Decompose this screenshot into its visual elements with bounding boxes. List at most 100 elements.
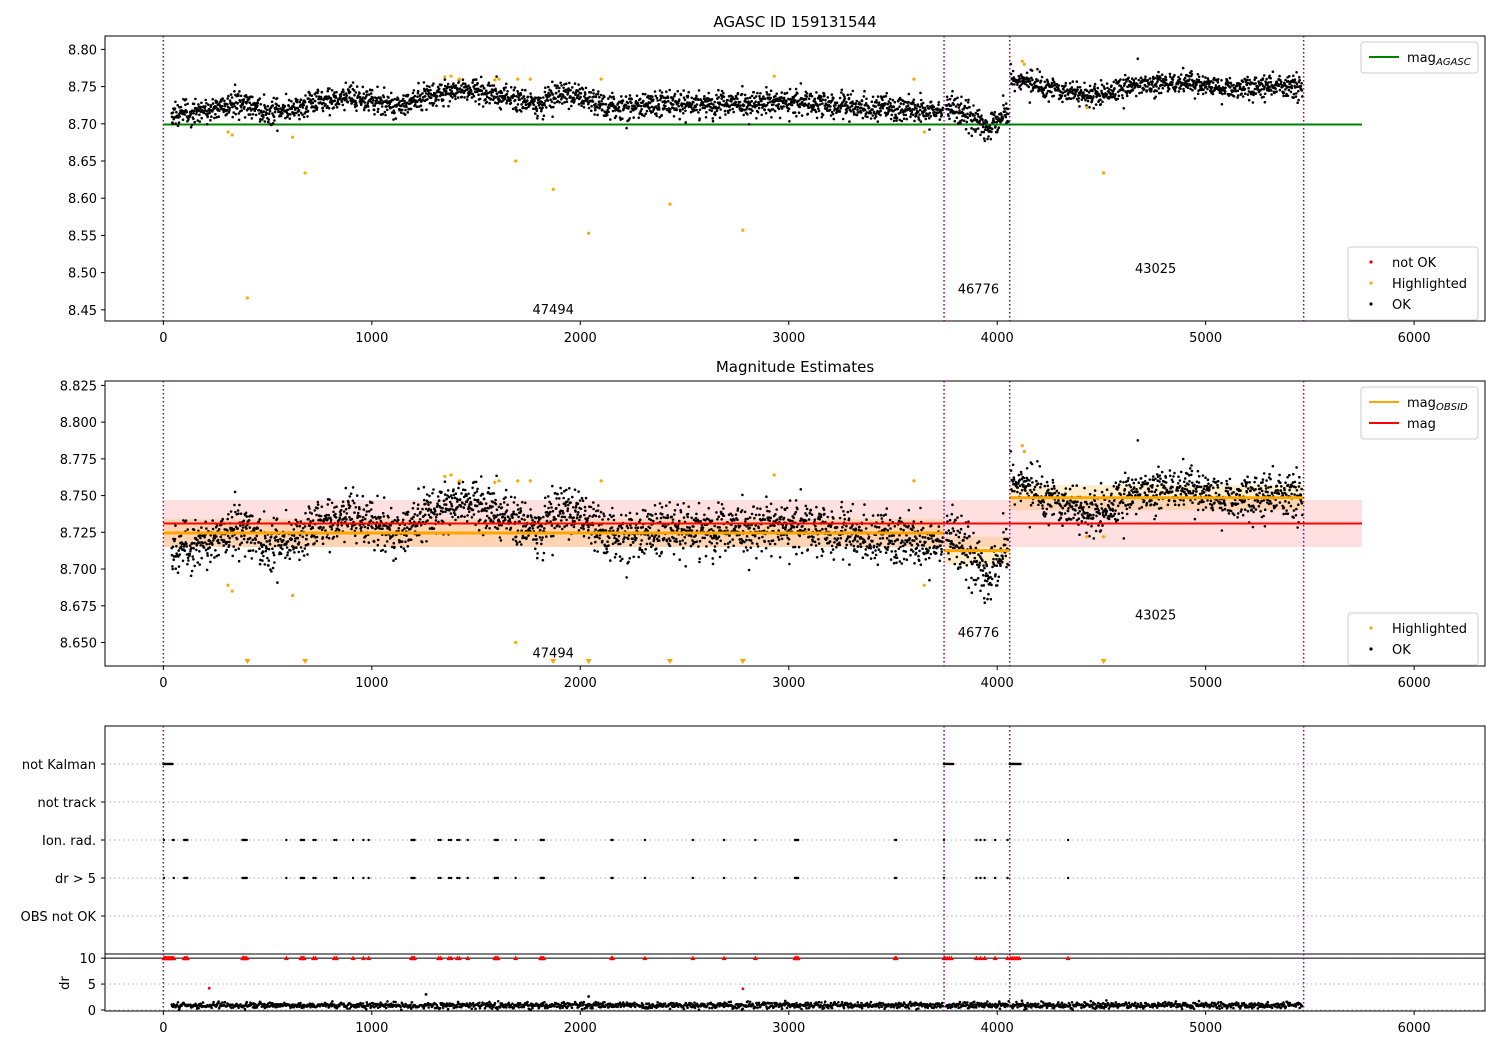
ok-point <box>421 507 424 511</box>
ok-point <box>234 112 237 116</box>
ok-point <box>474 78 478 81</box>
ok-point <box>353 93 356 97</box>
ok-point <box>351 499 355 503</box>
ok-point <box>1025 71 1029 75</box>
ok-point <box>754 100 757 103</box>
ok-point <box>433 93 437 96</box>
ok-point <box>536 556 539 560</box>
ok-point <box>1099 79 1103 82</box>
ok-point <box>488 527 491 530</box>
ok-point <box>411 91 415 95</box>
ok-point <box>453 513 457 516</box>
ok-point <box>517 515 520 519</box>
ok-point <box>272 96 276 100</box>
ok-point <box>308 91 311 95</box>
ok-point <box>1053 81 1056 85</box>
ok-point <box>597 100 601 103</box>
ok-point <box>602 102 605 106</box>
ok-point <box>579 95 582 99</box>
ok-point <box>451 515 454 519</box>
ok-point <box>1197 75 1201 79</box>
ok-point <box>470 516 474 519</box>
ok-point <box>1114 92 1117 96</box>
ok-point <box>1224 86 1227 90</box>
ok-point <box>932 105 936 109</box>
ok-point <box>618 116 622 119</box>
ok-point <box>711 117 714 120</box>
ok-point <box>741 84 744 88</box>
ok-point <box>848 120 851 123</box>
ok-point <box>921 106 925 109</box>
ok-point <box>520 517 524 521</box>
ok-point <box>577 511 580 514</box>
ok-point <box>355 541 358 545</box>
ok-point <box>425 108 428 111</box>
ok-point <box>1154 76 1157 80</box>
ok-point <box>232 111 235 114</box>
ok-point <box>641 525 644 529</box>
ok-point <box>427 513 431 517</box>
ok-point <box>614 105 617 108</box>
ok-point <box>672 536 675 540</box>
ok-point <box>565 97 568 101</box>
ok-point <box>232 102 236 105</box>
ok-point <box>742 113 745 117</box>
ok-point <box>404 540 407 544</box>
ok-point <box>493 101 497 104</box>
ok-point <box>306 542 310 546</box>
ok-point <box>298 558 301 562</box>
ok-point <box>594 514 598 518</box>
ok-point <box>347 501 350 504</box>
ok-point <box>482 497 486 501</box>
ok-point <box>1154 95 1158 99</box>
ok-point <box>667 537 671 540</box>
ok-point <box>1254 92 1258 95</box>
ok-point <box>1082 91 1085 94</box>
ok-point <box>540 538 543 542</box>
ok-point <box>362 108 366 112</box>
ok-point <box>649 542 652 545</box>
ok-point <box>904 113 908 117</box>
ok-point <box>428 102 432 105</box>
ok-point <box>841 104 845 108</box>
ok-point <box>823 94 826 98</box>
ok-point <box>225 112 228 116</box>
ok-point <box>221 97 224 100</box>
ok-point <box>402 547 406 550</box>
ok-point <box>938 118 942 121</box>
ok-point <box>1027 85 1031 89</box>
ok-point <box>867 106 871 109</box>
ok-point <box>632 116 635 119</box>
ok-point <box>206 552 209 555</box>
ok-point <box>419 510 422 514</box>
ok-point <box>454 492 458 496</box>
ok-point <box>367 541 371 544</box>
ok-point <box>446 489 450 492</box>
ok-point <box>304 94 307 97</box>
ok-point <box>598 95 601 99</box>
legend-subscript: AGASC <box>1435 57 1471 68</box>
ok-point <box>634 526 637 529</box>
ok-point <box>921 101 925 105</box>
ok-point <box>364 513 368 517</box>
ok-point <box>928 128 931 131</box>
ok-point <box>268 539 272 542</box>
ok-point <box>418 97 422 100</box>
ok-point <box>607 518 610 521</box>
ok-point <box>373 113 376 116</box>
ok-point <box>898 118 902 122</box>
ok-point <box>1190 72 1194 76</box>
ok-point <box>500 506 504 509</box>
ok-point <box>392 559 395 562</box>
ok-point <box>373 104 377 107</box>
ok-point <box>421 92 424 95</box>
ok-point <box>487 81 491 85</box>
ok-point <box>408 519 412 523</box>
ok-point <box>476 87 480 91</box>
ok-point <box>815 91 818 94</box>
ok-point <box>563 101 566 104</box>
ok-point <box>1173 89 1177 93</box>
ok-point <box>332 106 336 109</box>
ok-point <box>255 534 259 538</box>
ok-point <box>208 542 211 546</box>
